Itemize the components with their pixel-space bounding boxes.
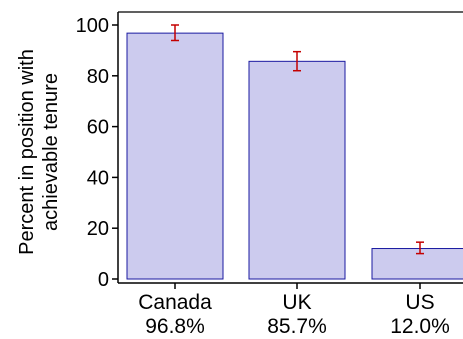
y-tick-label-1: 20: [87, 218, 109, 240]
y-tick-label-2: 40: [87, 167, 109, 189]
value-label-canada: 96.8%: [145, 315, 205, 338]
value-label-us: 12.0%: [390, 315, 450, 338]
y-tick-label-4: 80: [87, 66, 109, 88]
category-label-canada: Canada: [138, 291, 212, 314]
category-label-us: US: [405, 291, 434, 314]
category-label-uk: UK: [282, 291, 311, 314]
bar-canada: [126, 32, 224, 280]
y-axis-label-line-2: achievable tenure: [40, 73, 62, 231]
y-axis-label-line-1: Percent in position with: [16, 49, 38, 255]
value-label-uk: 85.7%: [267, 315, 327, 338]
bar-uk: [248, 60, 346, 280]
y-tick-label-0: 0: [98, 269, 109, 291]
y-tick-label-5: 100: [76, 15, 109, 37]
y-tick-label-3: 60: [87, 117, 109, 139]
